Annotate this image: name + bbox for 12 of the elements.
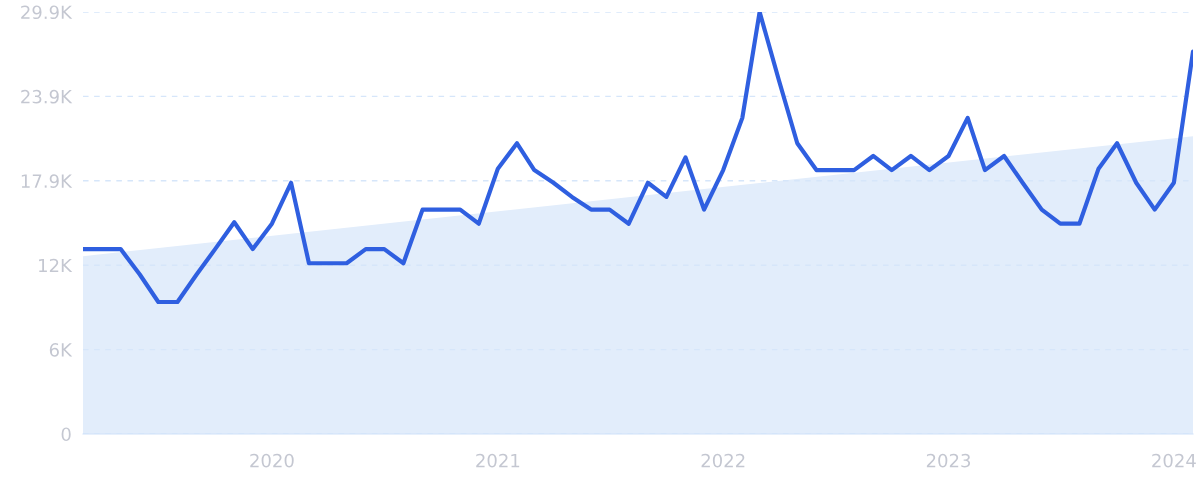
line-series: [83, 12, 1193, 305]
y-tick-label: 12K: [39, 258, 73, 273]
x-tick-label: 2024: [1152, 453, 1196, 468]
x-tick-label: 2023: [926, 453, 971, 468]
y-tick-label: 0: [61, 427, 71, 442]
x-tick-label: 2022: [701, 453, 745, 468]
y-tick-label: 6K: [49, 343, 73, 357]
y-tick-label: 23.9K: [21, 89, 73, 104]
y-tick-label: 29.9K: [21, 5, 73, 20]
x-tick-label: 2021: [476, 453, 520, 468]
y-tick-label: 17.9K: [21, 174, 73, 188]
x-tick-label: 2020: [250, 453, 294, 468]
